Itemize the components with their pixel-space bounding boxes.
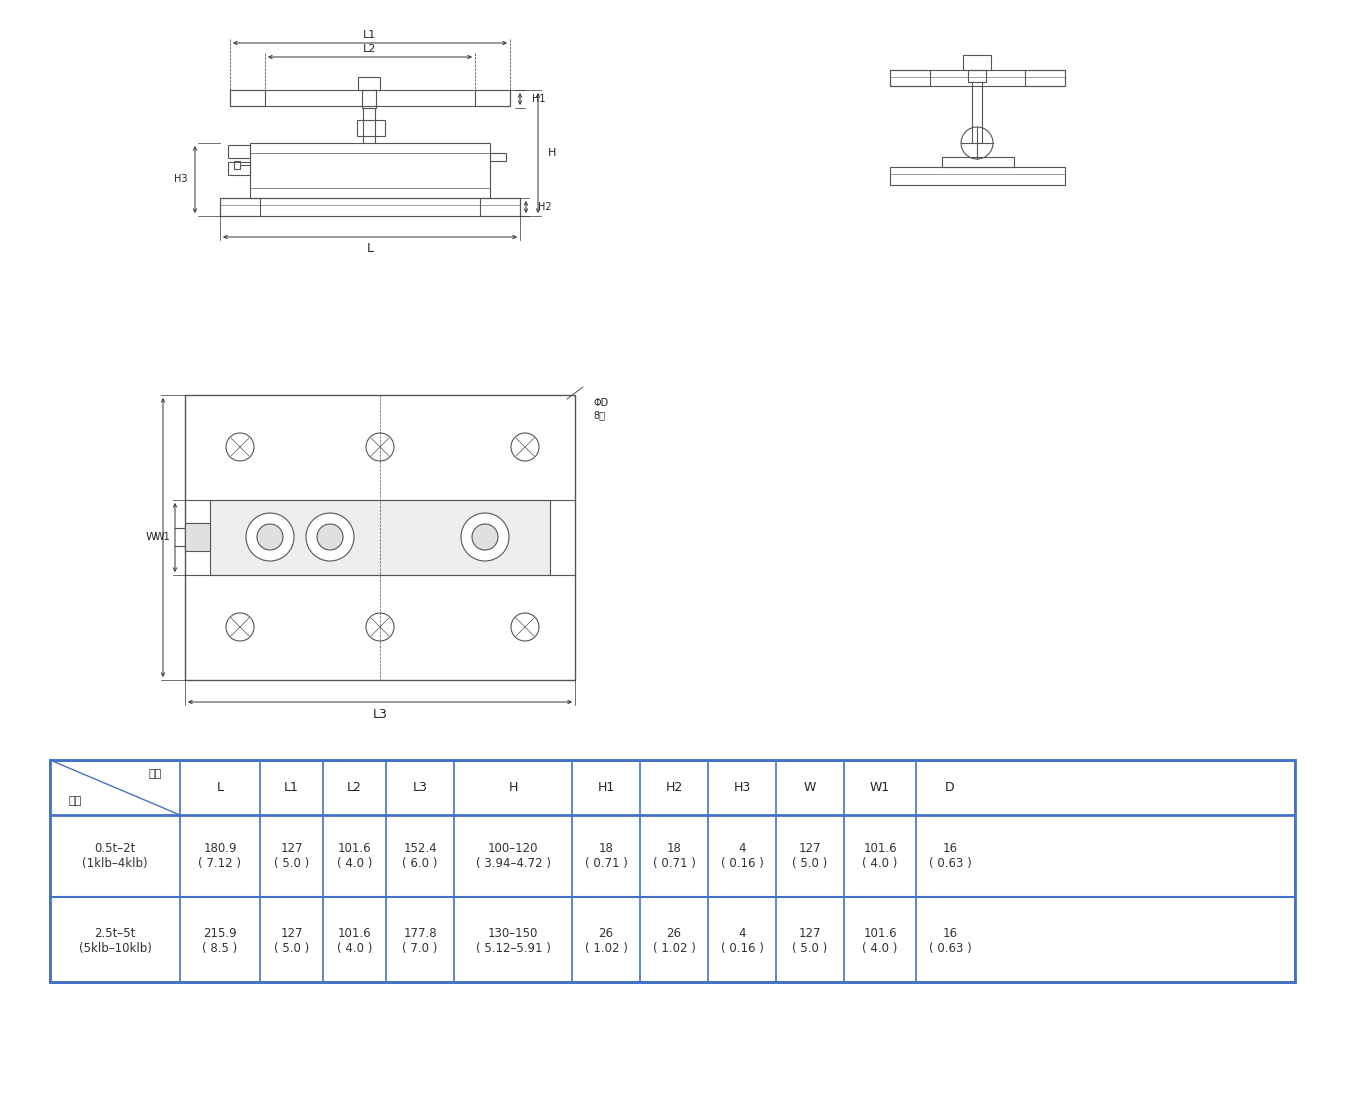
Text: H3: H3: [733, 781, 751, 794]
Bar: [250, 143, 490, 198]
Text: W1: W1: [155, 532, 171, 541]
Text: 16
( 0.63 ): 16 ( 0.63 ): [928, 927, 971, 955]
Text: 18
( 0.71 ): 18 ( 0.71 ): [652, 842, 695, 870]
Bar: [963, 55, 991, 70]
Text: 177.8
( 7.0 ): 177.8 ( 7.0 ): [402, 927, 437, 955]
Bar: [480, 198, 521, 215]
Bar: [230, 90, 510, 106]
Text: L1: L1: [284, 781, 299, 794]
Text: 130–150
( 5.12–5.91 ): 130–150 ( 5.12–5.91 ): [476, 927, 550, 955]
Text: 18
( 0.71 ): 18 ( 0.71 ): [585, 842, 627, 870]
Text: 101.6
( 4.0 ): 101.6 ( 4.0 ): [336, 842, 373, 870]
Text: H1: H1: [597, 781, 615, 794]
Circle shape: [472, 524, 498, 550]
Text: 4
( 0.16 ): 4 ( 0.16 ): [721, 927, 764, 955]
Text: W1: W1: [870, 781, 890, 794]
Text: 8处: 8处: [593, 410, 605, 420]
Circle shape: [511, 613, 539, 641]
Bar: [358, 77, 381, 90]
Bar: [234, 161, 239, 169]
Text: 量程: 量程: [69, 796, 82, 806]
Circle shape: [257, 524, 282, 550]
Bar: [968, 70, 986, 82]
Circle shape: [317, 524, 343, 550]
Text: L2: L2: [363, 44, 377, 54]
Circle shape: [960, 127, 993, 159]
Bar: [1025, 70, 1065, 86]
Text: H2: H2: [538, 202, 551, 212]
Text: 180.9
( 7.12 ): 180.9 ( 7.12 ): [199, 842, 242, 870]
Text: 2.5t–5t
(5klb–10klb): 2.5t–5t (5klb–10klb): [78, 927, 152, 955]
Bar: [230, 90, 265, 106]
Circle shape: [226, 613, 254, 641]
Text: H: H: [547, 148, 557, 158]
Text: H: H: [508, 781, 518, 794]
Text: 215.9
( 8.5 ): 215.9 ( 8.5 ): [202, 927, 238, 955]
Bar: [50, 760, 1295, 982]
Text: 127
( 5.0 ): 127 ( 5.0 ): [274, 842, 309, 870]
Text: W: W: [804, 781, 816, 794]
Text: 4
( 0.16 ): 4 ( 0.16 ): [721, 842, 764, 870]
Text: W: W: [145, 533, 156, 543]
Bar: [186, 394, 576, 680]
Bar: [890, 167, 1065, 185]
Bar: [229, 162, 250, 175]
Text: 26
( 1.02 ): 26 ( 1.02 ): [585, 927, 627, 955]
Text: H1: H1: [533, 94, 546, 104]
Bar: [890, 70, 1065, 86]
Text: L: L: [217, 781, 223, 794]
Text: H2: H2: [666, 781, 683, 794]
Bar: [356, 120, 385, 136]
Bar: [221, 198, 260, 215]
Bar: [186, 523, 210, 551]
Bar: [362, 90, 377, 108]
Circle shape: [226, 433, 254, 461]
Circle shape: [246, 513, 295, 561]
Text: 0.5t–2t
(1klb–4klb): 0.5t–2t (1klb–4klb): [82, 842, 148, 870]
Text: 127
( 5.0 ): 127 ( 5.0 ): [792, 927, 827, 955]
Text: 152.4
( 6.0 ): 152.4 ( 6.0 ): [402, 842, 437, 870]
Text: L3: L3: [413, 781, 428, 794]
Text: L3: L3: [373, 707, 387, 720]
Text: L2: L2: [347, 781, 362, 794]
Bar: [941, 157, 1014, 167]
Text: 101.6
( 4.0 ): 101.6 ( 4.0 ): [862, 842, 897, 870]
Text: 26
( 1.02 ): 26 ( 1.02 ): [652, 927, 695, 955]
Bar: [229, 145, 250, 158]
Text: H3: H3: [175, 173, 188, 185]
Bar: [475, 90, 510, 106]
Text: 127
( 5.0 ): 127 ( 5.0 ): [792, 842, 827, 870]
Text: D: D: [946, 781, 955, 794]
Bar: [890, 70, 929, 86]
Text: 尺寸: 尺寸: [148, 769, 161, 779]
Circle shape: [366, 613, 394, 641]
Circle shape: [511, 433, 539, 461]
Bar: [210, 499, 550, 575]
Text: 100–120
( 3.94–4.72 ): 100–120 ( 3.94–4.72 ): [476, 842, 550, 870]
Circle shape: [366, 433, 394, 461]
Circle shape: [307, 513, 354, 561]
Bar: [221, 198, 521, 215]
Text: 101.6
( 4.0 ): 101.6 ( 4.0 ): [862, 927, 897, 955]
Text: 101.6
( 4.0 ): 101.6 ( 4.0 ): [336, 927, 373, 955]
Text: 127
( 5.0 ): 127 ( 5.0 ): [274, 927, 309, 955]
Text: L: L: [366, 242, 374, 254]
Circle shape: [461, 513, 508, 561]
Text: L1: L1: [363, 30, 377, 40]
Text: ΦD: ΦD: [593, 398, 608, 408]
Bar: [490, 152, 506, 161]
Text: 16
( 0.63 ): 16 ( 0.63 ): [928, 842, 971, 870]
